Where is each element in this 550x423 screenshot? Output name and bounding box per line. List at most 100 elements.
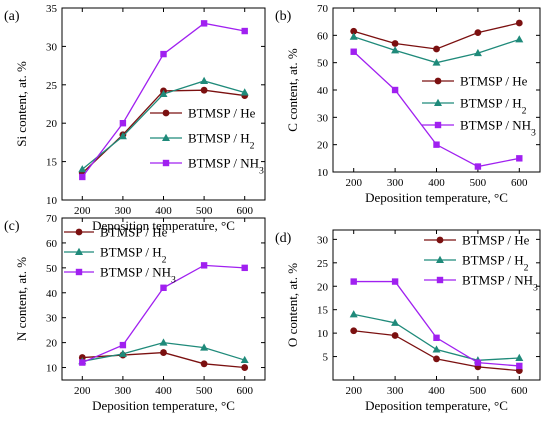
y-tick-label: 10 (317, 328, 329, 340)
x-tick-label: 300 (387, 385, 404, 397)
data-point (391, 332, 399, 339)
x-tick-label: 600 (236, 385, 253, 397)
data-point (349, 310, 358, 318)
y-tick-label: 10 (317, 167, 329, 179)
legend-swatch-marker (434, 121, 442, 129)
x-tick-label: 200 (345, 385, 362, 397)
data-point (391, 86, 399, 94)
legend-swatch-marker (75, 268, 83, 276)
y-axis-title: C content, at. % (285, 48, 300, 132)
data-point (391, 278, 399, 285)
y-tick-label: 5 (323, 352, 329, 364)
y-tick-label: 35 (46, 3, 58, 15)
data-point (118, 349, 127, 357)
data-point (433, 45, 440, 53)
legend-label: BTMSP / H2 (462, 253, 529, 274)
y-tick-label: 60 (317, 30, 329, 42)
data-point (433, 141, 440, 148)
x-tick-label: 300 (387, 177, 404, 189)
x-tick-label: 600 (236, 205, 253, 217)
y-tick-label: 20 (46, 338, 58, 350)
legend-label: BTMSP / He (100, 225, 168, 240)
y-tick-label: 20 (317, 281, 329, 293)
legend-label: BTMSP / H2 (188, 131, 255, 152)
plot-frame (61, 7, 266, 201)
data-point (200, 343, 209, 351)
data-point (474, 29, 482, 36)
legend-label: BTMSP / He (188, 106, 256, 121)
y-tick-label: 30 (317, 112, 329, 124)
x-tick-label: 400 (428, 177, 445, 189)
data-point (349, 32, 358, 40)
legend-swatch-marker (162, 159, 170, 167)
y-tick-label: 30 (46, 313, 58, 325)
legend-label: BTMSP / NH3 (100, 265, 176, 286)
y-tick-label: 60 (46, 238, 58, 250)
data-point (79, 359, 86, 366)
legend-swatch-marker (436, 276, 444, 284)
data-point (350, 327, 358, 335)
data-point (79, 173, 86, 181)
legend-swatch-marker (434, 77, 442, 85)
y-tick-label: 20 (317, 140, 329, 152)
data-point (159, 89, 168, 98)
data-point (160, 284, 167, 291)
y-axis-title: N content, at. % (14, 257, 29, 341)
legend-label: BTMSP / H2 (460, 96, 527, 117)
legend-swatch-marker (162, 133, 170, 141)
data-point (241, 364, 249, 371)
x-tick-label: 500 (196, 385, 213, 397)
data-point (473, 48, 482, 57)
y-tick-label: 70 (46, 213, 58, 225)
panel-label: (c) (4, 219, 20, 234)
y-tick-label: 15 (317, 305, 329, 317)
panel-label: (d) (275, 231, 292, 246)
chart-panel: 200 300 400 500 600 5 10 15 20 25 30 Deposition tem… (275, 229, 541, 413)
x-axis-title: Deposition temperature, °C (92, 218, 235, 233)
series-line (353, 280, 520, 367)
x-tick-label: 400 (155, 205, 172, 217)
y-tick-label: 10 (46, 363, 58, 375)
legend: BTMSP / He BTMSP / H2 BTMSP / NH3 (150, 106, 264, 177)
legend-swatch-marker (75, 247, 83, 255)
y-tick-label: 20 (46, 118, 58, 130)
legend-label: BTMSP / NH3 (188, 156, 264, 177)
data-point (350, 278, 357, 285)
legend-label: BTMSP / H2 (100, 245, 167, 266)
chart-panel: 200 300 400 500 600 10 20 30 40 50 60 70 Deposition … (4, 213, 266, 413)
y-tick-label: 15 (46, 157, 58, 169)
data-point (350, 27, 358, 35)
x-tick-label: 500 (470, 177, 487, 189)
data-point (391, 318, 400, 326)
data-point (200, 262, 208, 269)
data-point (200, 360, 208, 368)
y-tick-label: 40 (46, 288, 58, 300)
x-axis-title: Deposition temperature, °C (92, 398, 235, 413)
y-tick-label: 25 (46, 80, 58, 92)
x-tick-label: 400 (155, 385, 172, 397)
data-point (160, 50, 167, 58)
x-axis-title: Deposition temperature, °C (365, 398, 508, 413)
y-tick-label: 30 (46, 41, 58, 53)
data-point (119, 341, 127, 349)
y-axis-title: O content, at. % (285, 263, 300, 347)
data-point (119, 120, 127, 127)
data-point (433, 355, 440, 363)
panel-label: (a) (4, 9, 20, 24)
data-point (241, 264, 248, 272)
panel-label: (b) (275, 9, 292, 24)
x-tick-label: 600 (511, 385, 528, 397)
legend-label: BTMSP / NH3 (460, 118, 536, 139)
x-tick-label: 200 (74, 205, 91, 217)
legend-label: BTMSP / NH3 (462, 273, 538, 294)
data-point (240, 88, 249, 96)
data-point (200, 76, 209, 84)
data-point (159, 338, 168, 346)
legend-label: BTMSP / He (460, 74, 528, 89)
data-point (516, 362, 523, 370)
y-tick-label: 40 (317, 85, 329, 97)
